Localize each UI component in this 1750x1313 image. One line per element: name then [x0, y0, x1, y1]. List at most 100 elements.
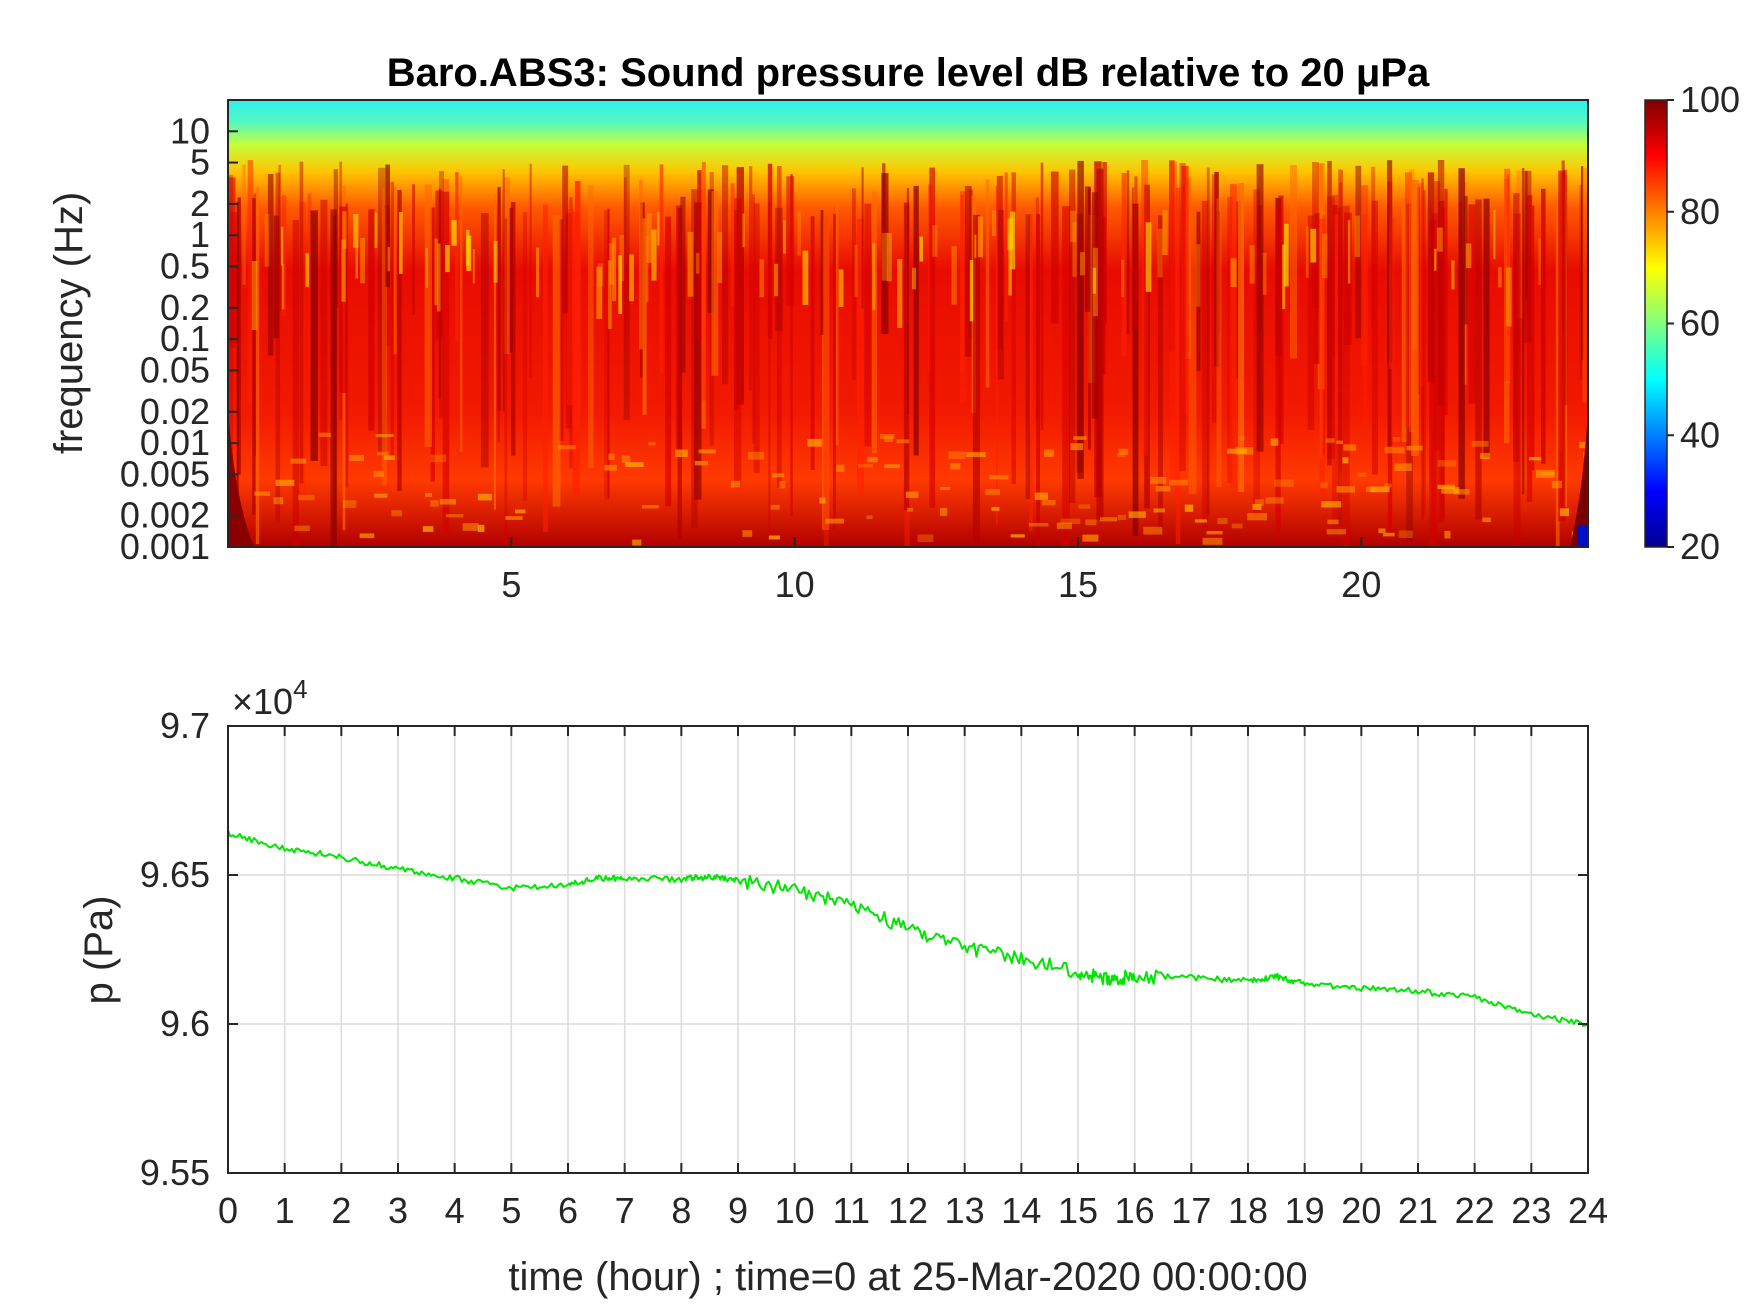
spectrogram-streak — [1278, 195, 1284, 444]
spectrogram-streak — [247, 160, 254, 404]
pressure-x-tick-label: 24 — [1568, 1190, 1608, 1231]
spectrogram-streak-upper — [1498, 267, 1502, 288]
spectrogram-streak — [565, 212, 572, 429]
spectrogram-speckle — [430, 454, 446, 463]
spectrogram-speckle — [985, 489, 1000, 495]
spectrogram-streak-upper — [618, 255, 622, 315]
spectrogram-streak — [1256, 164, 1264, 452]
spectrogram-speckle — [1206, 531, 1223, 535]
spectrogram-streak — [339, 206, 347, 393]
spectrogram-streak — [1084, 186, 1091, 312]
spectrogram-speckle — [625, 462, 644, 467]
spectrogram-streak — [659, 164, 664, 374]
spectrogram-speckle — [1366, 486, 1375, 492]
spectrogram-speckle — [1202, 537, 1223, 545]
spectrogram-x-ticks: 5 10 15 20 — [501, 537, 1381, 605]
spectrogram-streak — [1077, 160, 1084, 479]
spectrogram-streak-upper — [657, 212, 660, 246]
spectrogram-streak-upper — [1354, 215, 1361, 257]
spectrogram-streak — [1464, 196, 1468, 325]
spectrogram-streak — [242, 164, 246, 285]
spectrogram-streak-upper — [1145, 222, 1152, 292]
spectrogram-streak — [493, 194, 496, 510]
spectrogram-speckle — [1118, 448, 1129, 455]
spectrogram-streak — [1169, 161, 1178, 488]
pressure-x-tick-label: 0 — [218, 1190, 238, 1231]
pressure-x-tick-label: 19 — [1285, 1190, 1325, 1231]
spectrogram-streak — [574, 181, 581, 426]
spectrogram-x-tick-label: 15 — [1058, 564, 1098, 605]
spectrogram-speckle — [342, 500, 357, 508]
spectrogram-streak — [412, 184, 415, 315]
spectrogram-streak-upper — [360, 237, 365, 284]
spectrogram-streak — [1230, 184, 1237, 489]
spectrogram-x-tick-label: 10 — [775, 564, 815, 605]
spectrogram-streak — [1132, 203, 1139, 536]
spectrogram-streak — [385, 164, 390, 287]
spectrogram-streak-upper — [1493, 210, 1496, 260]
spectrogram-streak — [1434, 181, 1440, 451]
spectrogram-streak-upper — [838, 269, 844, 307]
spectrogram-streak — [320, 199, 328, 467]
spectrogram-y-tick-label: 0.05 — [140, 349, 210, 390]
spectrogram-streak-upper — [969, 259, 974, 322]
spectrogram-streak — [1088, 187, 1091, 450]
spectrogram-speckle — [1406, 445, 1423, 451]
spectrogram-speckle — [858, 464, 873, 468]
spectrogram-speckle — [966, 452, 986, 457]
spectrogram-streak — [607, 208, 610, 498]
spectrogram-streak — [292, 220, 299, 547]
spectrogram-speckle — [1034, 492, 1048, 500]
spectrogram-streak-upper — [932, 225, 938, 257]
spectrogram-streak — [913, 185, 919, 456]
spectrogram-speckle — [1438, 460, 1457, 467]
spectrogram-speckle — [1370, 486, 1390, 493]
spectrogram-streak — [522, 212, 528, 501]
spectrogram-streak — [278, 164, 282, 311]
spectrogram-streak — [368, 209, 375, 431]
spectrogram-speckle — [373, 470, 384, 477]
spectrogram-streak-upper — [951, 246, 957, 305]
spectrogram-streak — [1327, 160, 1332, 466]
spectrogram-streak — [393, 186, 397, 355]
spectrogram-speckle — [807, 438, 823, 447]
spectrogram-streak — [960, 195, 964, 373]
spectrogram-streak — [1391, 218, 1395, 438]
spectrogram-streak — [502, 169, 505, 412]
spectrogram-streak — [1290, 165, 1297, 359]
pressure-y-label: p (Pa) — [77, 896, 121, 1005]
spectrogram-speckle — [621, 455, 631, 463]
spectrogram-speckle — [1383, 532, 1395, 537]
spectrogram-frame — [227, 99, 1589, 548]
spectrogram-streak — [1504, 179, 1510, 444]
spectrogram-streak — [964, 186, 972, 357]
spectrogram-streak — [1096, 168, 1104, 520]
spectrogram-streak — [680, 196, 686, 373]
spectrogram-x-tick-label: 20 — [1341, 564, 1381, 605]
spectrogram-speckle — [989, 475, 1009, 480]
spectrogram-speckle — [905, 491, 919, 498]
spectrogram-speckle — [1184, 504, 1194, 512]
spectrogram-streak — [390, 181, 394, 459]
colorbar-tick-label: 40 — [1680, 414, 1720, 455]
spectrogram-streak — [995, 186, 998, 525]
spectrogram-y-tick-label: 0.1 — [160, 318, 210, 359]
spectrogram-speckle — [1238, 435, 1245, 441]
spectrogram-streak — [1579, 184, 1583, 381]
spectrogram-streak-upper — [897, 259, 903, 328]
spectrogram-streak — [1158, 215, 1163, 530]
spectrogram-speckle — [477, 493, 492, 501]
spectrogram-streak — [1483, 198, 1490, 458]
spectrogram-streak — [736, 167, 744, 405]
spectrogram-streak-upper — [797, 210, 801, 256]
spectrogram-streak — [332, 216, 337, 546]
spectrogram-streak-upper — [646, 213, 652, 263]
spectrogram-speckle — [1073, 436, 1087, 440]
spectrogram-streak-upper — [1230, 258, 1237, 288]
spectrogram-speckle — [772, 473, 785, 478]
spectrogram-speckle — [294, 525, 310, 532]
pressure-x-tick-label: 6 — [558, 1190, 578, 1231]
spectrogram-speckle — [1265, 497, 1284, 504]
spectrogram-speckle — [779, 480, 786, 489]
pressure-x-tick-label: 21 — [1398, 1190, 1438, 1231]
